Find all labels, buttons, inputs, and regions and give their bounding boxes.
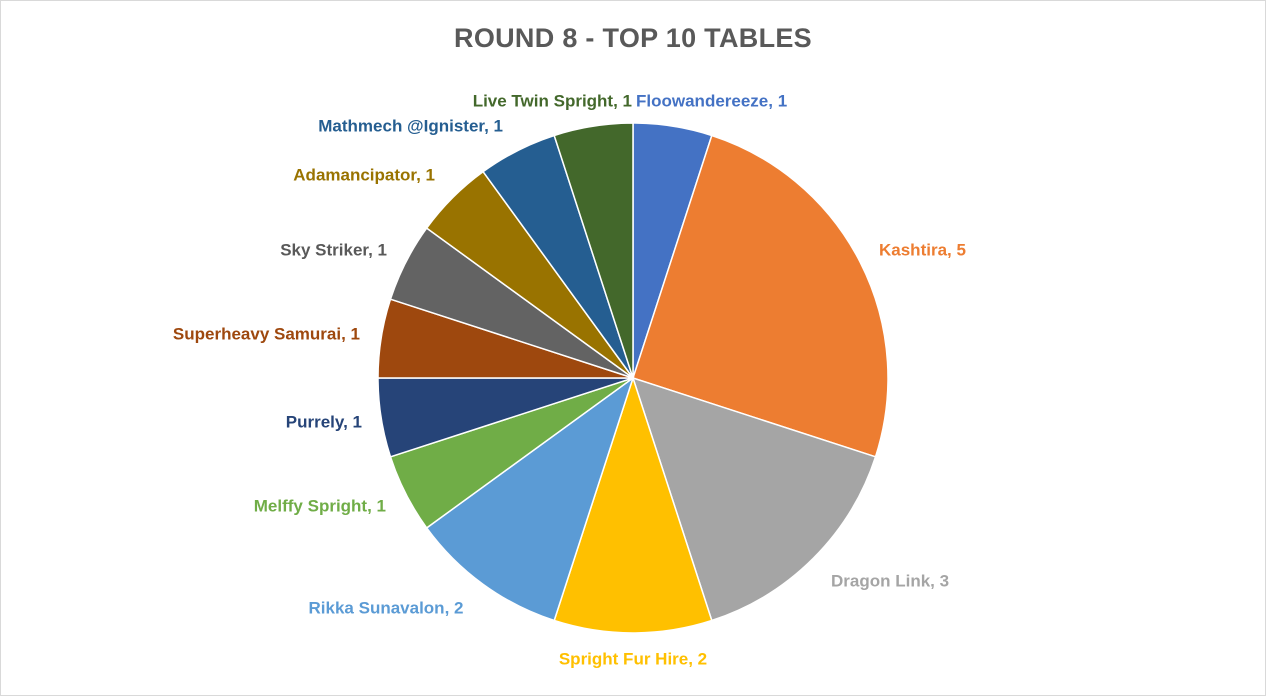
data-label-superheavy-samurai: Superheavy Samurai, 1 <box>173 324 360 343</box>
data-label-kashtira: Kashtira, 5 <box>879 240 966 259</box>
data-label-purrely: Purrely, 1 <box>286 412 362 431</box>
data-label-melffy-spright: Melffy Spright, 1 <box>254 496 386 515</box>
pie-slice-dragon-link <box>631 376 877 622</box>
pie-slice-live-twin-spright <box>553 122 634 379</box>
data-label-spright-fur-hire: Spright Fur Hire, 2 <box>559 649 707 668</box>
data-label-dragon-link: Dragon Link, 3 <box>831 571 949 590</box>
data-label-adamancipator: Adamancipator, 1 <box>293 165 435 184</box>
data-label-live-twin-spright: Live Twin Spright, 1 <box>473 91 632 110</box>
data-label-floowandereeze: Floowandereeze, 1 <box>636 91 787 110</box>
pie-slice-kashtira <box>632 134 889 458</box>
data-label-rikka-sunavalon: Rikka Sunavalon, 2 <box>309 598 464 617</box>
pie-slice-spright-fur-hire <box>553 375 713 634</box>
pie-slice-rikka-sunavalon <box>425 376 635 622</box>
data-label-mathmech-ignister: Mathmech @Ignister, 1 <box>318 116 503 135</box>
chart-title: ROUND 8 - TOP 10 TABLES <box>454 23 812 53</box>
data-label-sky-striker: Sky Striker, 1 <box>280 240 387 259</box>
